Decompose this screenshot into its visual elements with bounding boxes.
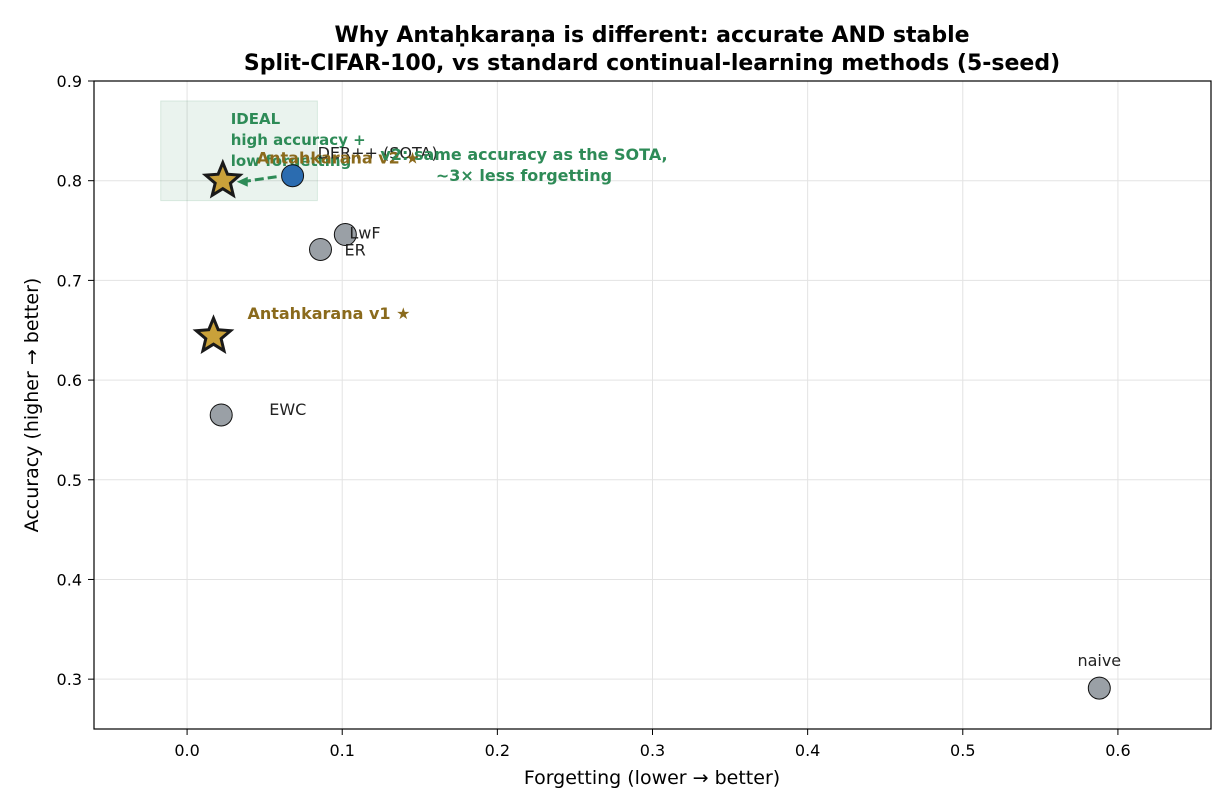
x-tick-label: 0.2	[485, 741, 510, 760]
annotation-arrow-line	[242, 175, 277, 184]
baseline-point	[281, 164, 305, 188]
annotation-text: ~3× less forgetting	[436, 166, 612, 185]
x-tick-label: 0.5	[950, 741, 975, 760]
y-axis-label: Accuracy (higher → better)	[21, 278, 43, 533]
x-tick-label: 0.0	[174, 741, 199, 760]
ours-star-point	[192, 314, 235, 355]
axis-ticks: 0.0 0.1 0.2 0.3 0.4 0.5 0.6 0.3 0.4 0.5 0.6 0.7 0.8 0…	[57, 72, 1131, 760]
y-tick-label: 0.7	[57, 271, 82, 290]
ours-label: Antahkarana v1 ★	[247, 304, 410, 323]
ideal-region-label: low forgetting	[231, 152, 352, 170]
y-tick-label: 0.4	[57, 570, 82, 589]
annotation-text: v2: same accuracy as the SOTA,	[380, 145, 667, 164]
baseline-point	[1087, 676, 1111, 700]
x-tick-label: 0.6	[1105, 741, 1130, 760]
baseline-point	[333, 223, 357, 247]
baseline-point	[309, 237, 333, 261]
y-tick-label: 0.6	[57, 371, 82, 390]
baseline-label: naive	[1077, 651, 1121, 670]
y-tick-label: 0.3	[57, 670, 82, 689]
ideal-region-label: high accuracy +	[231, 131, 366, 149]
baseline-label: LwF	[349, 224, 380, 243]
y-tick-label: 0.5	[57, 471, 82, 490]
baseline-label: DER++ (SOTA)	[318, 144, 438, 163]
chart-title: Why Antaḥkaraṇa is different: accurate A…	[334, 23, 969, 48]
ideal-region-label: IDEAL	[231, 110, 281, 128]
baseline-label: ER	[345, 240, 366, 259]
y-tick-label: 0.8	[57, 172, 82, 191]
x-tick-label: 0.1	[329, 741, 354, 760]
x-tick-label: 0.3	[640, 741, 665, 760]
chart-subtitle: Split-CIFAR-100, vs standard continual-l…	[244, 51, 1060, 76]
annotation-arrow-head	[236, 176, 248, 187]
ours-star-point	[201, 158, 244, 199]
ours-label: Antahkarana v2 ★	[257, 149, 420, 168]
baseline-label: EWC	[269, 400, 306, 419]
x-axis-label: Forgetting (lower → better)	[524, 767, 780, 789]
baseline-point	[209, 403, 233, 427]
x-tick-label: 0.4	[795, 741, 820, 760]
ideal-region: IDEAL high accuracy + low forgetting	[160, 100, 366, 202]
y-tick-label: 0.9	[57, 72, 82, 91]
